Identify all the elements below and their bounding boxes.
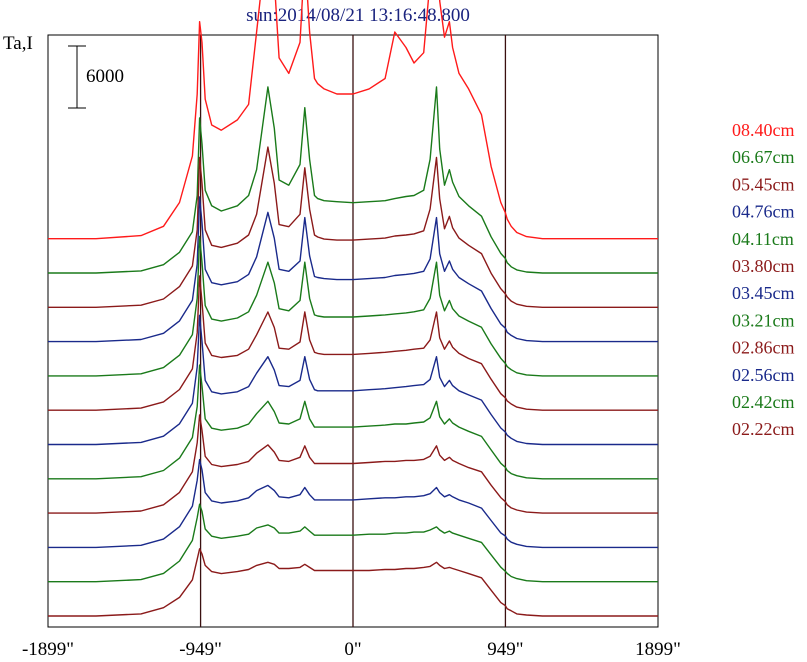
legend-entry-02.42cm: 02.42cm [732,392,795,412]
x-tick-label-0: -1899" [22,639,74,660]
x-tick-label-3: 949" [487,639,523,660]
legend-entry-02.22cm: 02.22cm [732,419,795,439]
series-group [48,0,658,617]
scale-bar: 6000 [68,45,124,109]
legend-entry-03.80cm: 03.80cm [732,256,795,276]
legend-entry-02.86cm: 02.86cm [732,338,795,358]
legend-entry-06.67cm: 06.67cm [732,147,795,167]
series-line-03.80cm [48,275,658,411]
legend: 08.40cm 06.67cm 05.45cm 04.76cm 04.11cm 03.80… [732,120,795,439]
chart-title: sun:2014/08/21 13:16:48.800 [246,5,470,26]
x-tick-label-2: 0" [344,639,361,660]
series-line-02.86cm [48,414,658,514]
scale-bar-label: 6000 [86,66,124,87]
legend-entry-03.45cm: 03.45cm [732,283,795,303]
x-tick-label-4: 1899" [635,639,681,660]
x-tick-label-1: -949" [179,639,222,660]
legend-entry-04.11cm: 04.11cm [732,229,794,249]
legend-entry-04.76cm: 04.76cm [732,202,795,222]
reference-lines [199,35,507,627]
series-line-08.40cm [48,0,658,240]
x-tick-labels: -1899" -949" 0" 949" 1899" [22,639,681,660]
y-axis-label: Ta,I [3,33,33,54]
series-line-02.56cm [48,458,658,549]
series-line-02.22cm [48,548,658,617]
legend-entry-02.56cm: 02.56cm [732,365,795,385]
series-line-04.11cm [48,235,658,377]
series-line-03.45cm [48,314,658,446]
series-line-05.45cm [48,146,658,308]
legend-entry-05.45cm: 05.45cm [732,174,795,194]
series-line-04.76cm [48,196,658,343]
legend-entry-03.21cm: 03.21cm [732,310,795,330]
series-line-02.42cm [48,503,658,583]
legend-entry-08.40cm: 08.40cm [732,120,795,140]
series-line-03.21cm [48,364,658,480]
series-line-06.67cm [48,86,658,274]
